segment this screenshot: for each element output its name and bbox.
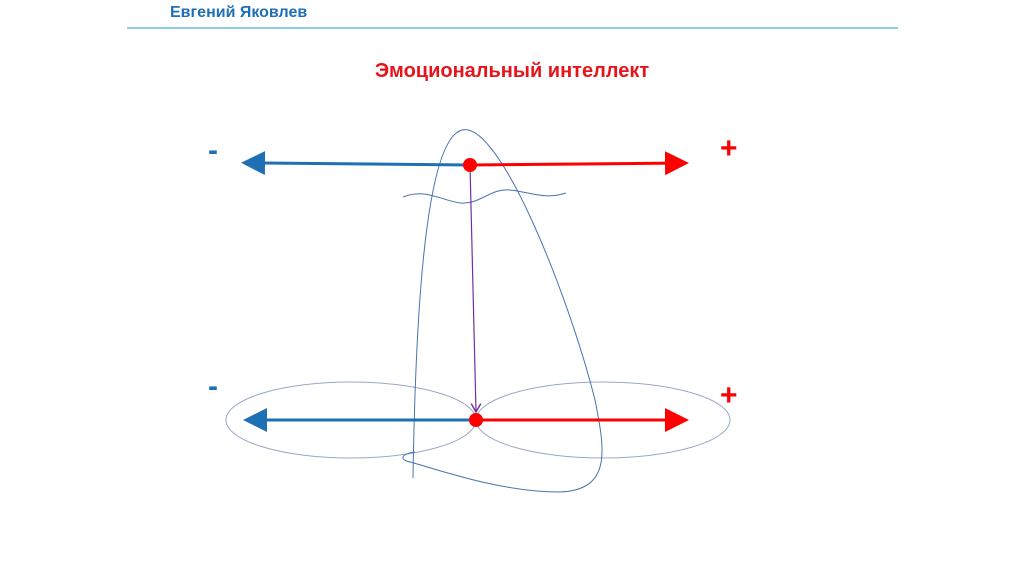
top-minus-sign: - <box>208 134 218 167</box>
top-plus-sign: + <box>720 132 738 165</box>
sketch-loop <box>402 129 603 493</box>
top-negative-arrow <box>241 151 471 176</box>
bottom-plus-sign: + <box>720 379 738 412</box>
author-name: Евгений Яковлев <box>170 4 308 21</box>
slide-title: Эмоциональный интеллект <box>374 60 650 82</box>
bottom-minus-sign: - <box>208 370 218 403</box>
top-center-dot <box>463 158 477 172</box>
top-positive-arrow <box>469 151 689 176</box>
connector-arrow <box>469 164 476 412</box>
header-divider <box>127 27 898 29</box>
wave-line <box>402 189 567 204</box>
bottom-center-dot <box>469 413 483 427</box>
